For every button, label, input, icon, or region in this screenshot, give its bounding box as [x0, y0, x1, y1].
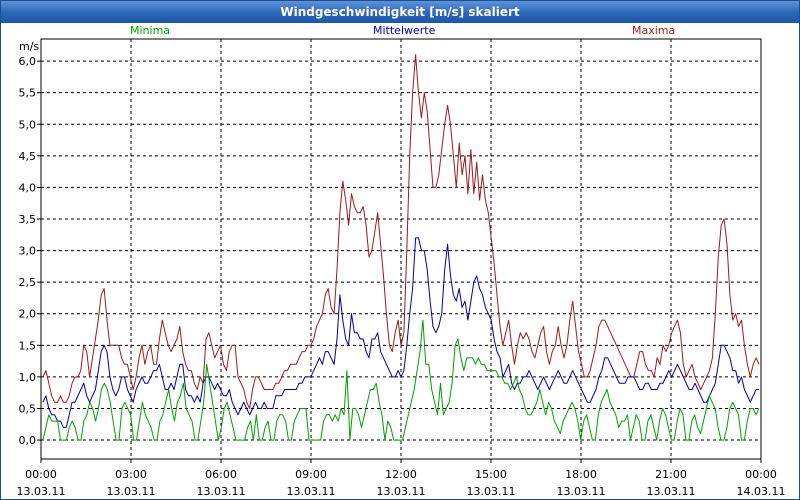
y-tick-label: 4,5: [19, 150, 37, 163]
y-tick-label: 0,5: [19, 402, 37, 415]
y-tick-label: 6,0: [19, 55, 37, 68]
y-tick-label: 5,5: [19, 87, 37, 100]
legend-maxima: Maxima: [632, 24, 676, 37]
y-tick-label: 4,0: [19, 181, 37, 194]
y-tick-label: 3,0: [19, 245, 37, 258]
series-line-maxima: [42, 54, 760, 409]
x-tick-date: 13.03.11: [647, 485, 696, 498]
y-tick-label: 1,5: [19, 339, 37, 352]
x-tick-time: 18:00: [565, 468, 597, 481]
x-tick-time: 03:00: [115, 468, 147, 481]
x-tick-date: 13.03.11: [107, 485, 156, 498]
series-line-minima: [42, 319, 760, 441]
window-title: Windgeschwindigkeit [m/s] skaliert: [1, 1, 799, 23]
x-tick-time: 15:00: [475, 468, 507, 481]
plot-frame: [40, 38, 762, 460]
y-tick-label: 2,0: [19, 308, 37, 321]
x-axis-ticks: 00:00 13.03.11 03:00 13.03.11 06:00 13.03.11 0…: [17, 459, 786, 498]
y-axis-ticks: 0,0 0,5 1,0 1,5 2,0 2,5 3,0 3,5 4,0 4,5 5,0 5,5 6,0: [19, 55, 41, 447]
x-tick-date: 14.03.11: [737, 485, 786, 498]
legend-minima: Minima: [130, 24, 171, 37]
x-tick-time: 09:00: [295, 468, 327, 481]
y-axis-unit-label: m/s: [19, 40, 39, 53]
y-tick-label: 0,0: [19, 434, 37, 447]
x-tick-time: 00:00: [25, 468, 57, 481]
grid: [41, 39, 761, 459]
y-tick-label: 5,0: [19, 118, 37, 131]
legend-mittelwerte: Mittelwerte: [373, 24, 436, 37]
x-tick-date: 13.03.11: [17, 485, 66, 498]
x-tick-time: 12:00: [385, 468, 417, 481]
x-tick-date: 13.03.11: [287, 485, 336, 498]
x-tick-date: 13.03.11: [377, 485, 426, 498]
x-tick-time: 21:00: [655, 468, 687, 481]
y-tick-label: 3,5: [19, 213, 37, 226]
series-lines: [42, 54, 760, 441]
series-line-mittelwerte: [42, 237, 759, 428]
x-tick-time: 00:00: [745, 468, 777, 481]
x-tick-date: 13.03.11: [467, 485, 516, 498]
x-tick-date: 13.03.11: [197, 485, 246, 498]
x-tick-time: 06:00: [205, 468, 237, 481]
x-tick-date: 13.03.11: [557, 485, 606, 498]
y-tick-label: 1,0: [19, 371, 37, 384]
y-tick-label: 2,5: [19, 276, 37, 289]
